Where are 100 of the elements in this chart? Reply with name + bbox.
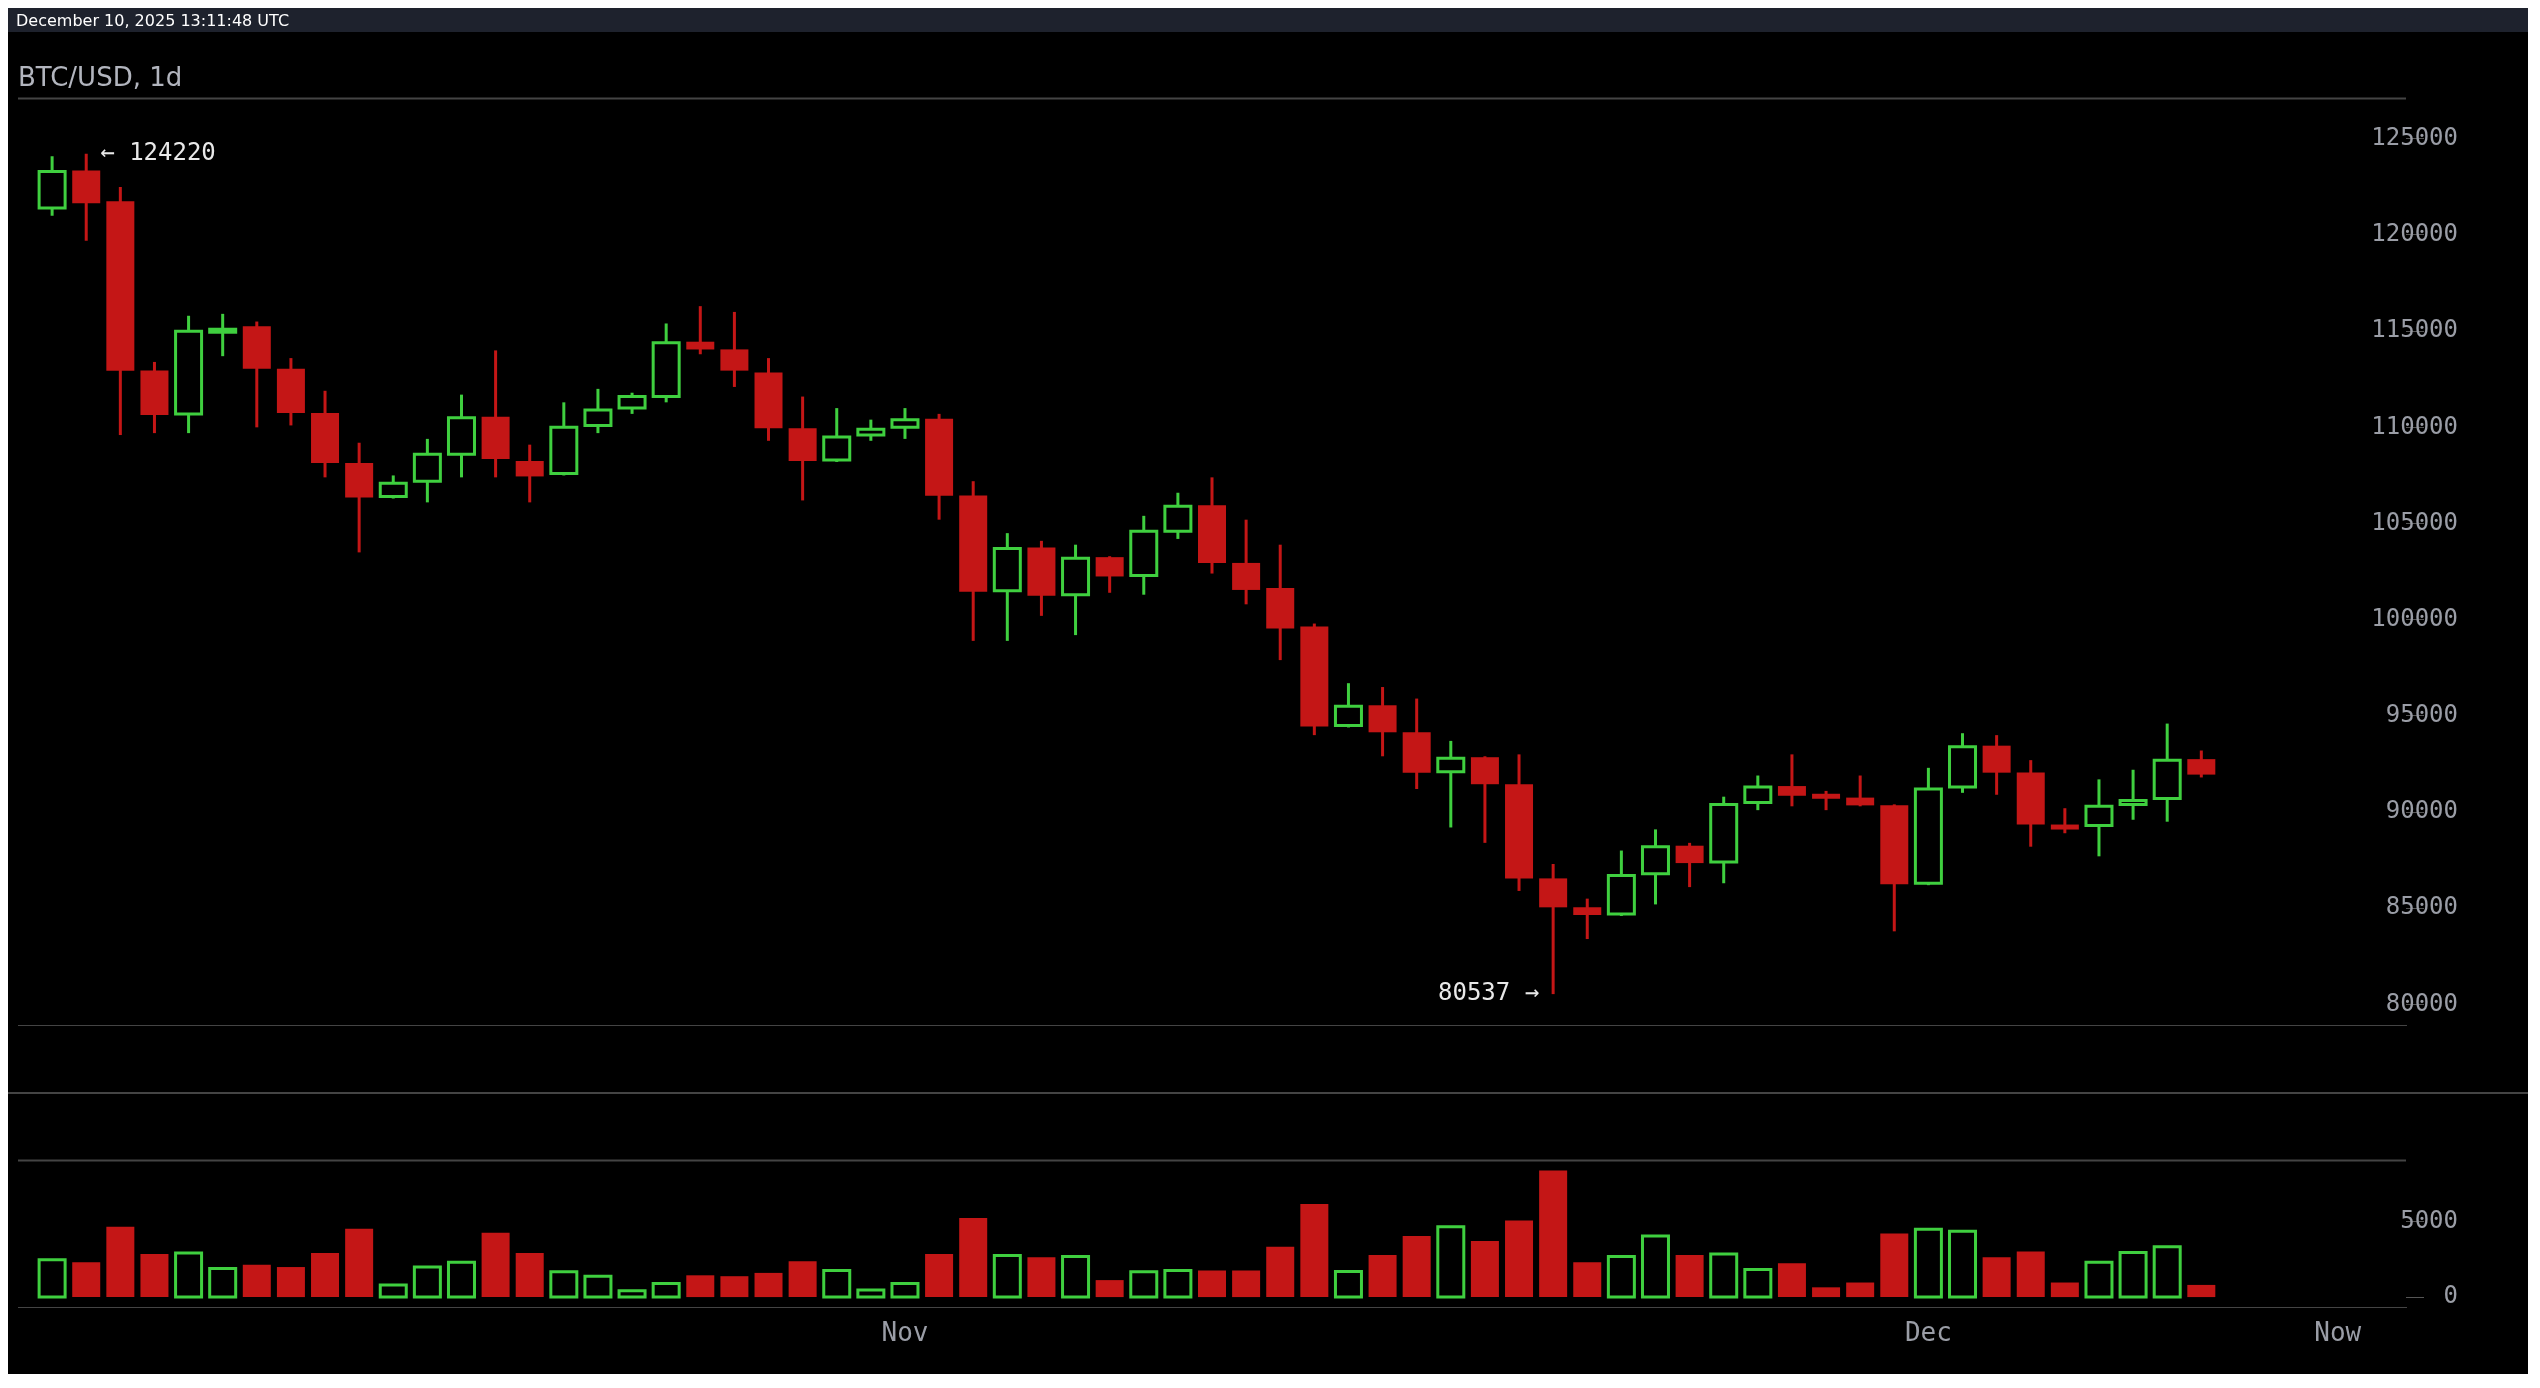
bar — [1470, 1240, 1499, 1298]
bar — [1027, 1257, 1056, 1298]
bar — [1505, 1220, 1534, 1298]
annotation: ← 124220 — [100, 138, 216, 167]
bar — [1232, 1270, 1261, 1298]
bar — [481, 1232, 510, 1298]
candlestick — [959, 481, 988, 641]
bar — [1777, 1263, 1806, 1298]
bar — [1368, 1254, 1397, 1298]
candlestick — [1129, 514, 1159, 595]
bar — [1880, 1233, 1909, 1298]
candlestick — [1027, 539, 1056, 616]
candlestick — [311, 389, 340, 478]
bar — [311, 1252, 340, 1298]
candlestick — [106, 186, 135, 437]
bar — [754, 1272, 783, 1298]
x-tick-label: Dec — [1904, 1316, 1952, 1347]
bar — [1913, 1227, 1943, 1299]
bar — [1640, 1234, 1670, 1299]
bar — [1061, 1254, 1091, 1299]
bar — [446, 1260, 476, 1299]
chart-title: BTC/USD, 1d — [18, 61, 183, 92]
bar — [140, 1253, 169, 1298]
bar — [583, 1274, 613, 1299]
x-tick-label: Nov — [881, 1316, 929, 1347]
candlestick — [412, 437, 442, 503]
y-tick-label: 5000 — [2400, 1206, 2458, 1235]
candlestick — [1640, 829, 1670, 905]
candlestick — [515, 444, 544, 503]
candlestick — [481, 350, 510, 478]
bar — [2016, 1251, 2045, 1298]
bar — [1333, 1269, 1363, 1299]
y-tick-label: 110000 — [2371, 411, 2458, 440]
bar — [1300, 1204, 1329, 1298]
bar — [276, 1267, 305, 1298]
candlestick — [276, 358, 305, 426]
bar — [651, 1282, 681, 1299]
candlestick — [754, 358, 783, 441]
bar — [856, 1288, 886, 1299]
candlestick — [1266, 544, 1295, 662]
bar — [925, 1253, 954, 1298]
text: December 10, 2025 13:11:48 UTC — [16, 11, 290, 30]
candlestick — [72, 152, 101, 241]
bar — [378, 1283, 408, 1299]
candlestick — [2152, 723, 2182, 822]
candlestick — [720, 310, 749, 387]
candlestick — [1539, 864, 1568, 996]
bar — [720, 1276, 749, 1298]
bar — [2152, 1245, 2182, 1299]
bar — [1709, 1252, 1739, 1299]
candlestick — [788, 396, 817, 501]
candlestick — [2118, 769, 2148, 820]
bar — [1982, 1257, 2011, 1298]
y-tick-label: 80000 — [2385, 988, 2458, 1017]
bar — [1095, 1280, 1124, 1298]
bar — [1743, 1267, 1773, 1299]
y-tick-label: 120000 — [2371, 219, 2458, 248]
candlestick — [2016, 760, 2045, 847]
candlestick — [174, 314, 204, 435]
candlestick — [1402, 698, 1431, 789]
bar — [2118, 1250, 2148, 1299]
bar — [242, 1264, 271, 1298]
y-tick-label: 90000 — [2385, 796, 2458, 825]
bar — [2084, 1260, 2114, 1299]
bar — [412, 1265, 442, 1299]
bar — [515, 1252, 544, 1298]
bar — [1675, 1254, 1704, 1298]
bar — [72, 1262, 101, 1298]
bar — [106, 1226, 135, 1298]
annotation: 80537 → — [1437, 978, 1540, 1007]
candlestick — [1232, 519, 1261, 605]
bar — [822, 1269, 852, 1299]
y-tick-label: 105000 — [2371, 507, 2458, 536]
bar — [2187, 1284, 2216, 1298]
y-tick-label: 125000 — [2371, 123, 2458, 152]
candlestick — [1982, 735, 2011, 795]
candlestick — [345, 442, 374, 553]
candlestick — [2084, 779, 2114, 857]
bar — [890, 1282, 920, 1299]
bar — [1129, 1270, 1159, 1299]
bar — [1812, 1287, 1841, 1298]
bar — [2050, 1282, 2079, 1298]
bar — [1606, 1254, 1636, 1299]
y-tick-label: 100000 — [2371, 603, 2458, 632]
bar — [208, 1267, 238, 1299]
bar — [345, 1228, 374, 1298]
candlestick — [1505, 754, 1534, 891]
y-tick-label: 95000 — [2385, 700, 2458, 729]
bar — [1436, 1225, 1466, 1299]
bar — [174, 1251, 204, 1299]
candlestick — [140, 360, 169, 435]
candlestick — [446, 394, 476, 478]
bar — [617, 1289, 647, 1299]
candlestick — [208, 312, 238, 358]
bar — [959, 1218, 988, 1298]
bar — [1163, 1269, 1193, 1299]
candlestick — [1198, 477, 1226, 574]
y-tick-label: 0 — [2443, 1281, 2458, 1310]
bar — [1573, 1262, 1602, 1298]
candlestick — [1368, 687, 1397, 757]
